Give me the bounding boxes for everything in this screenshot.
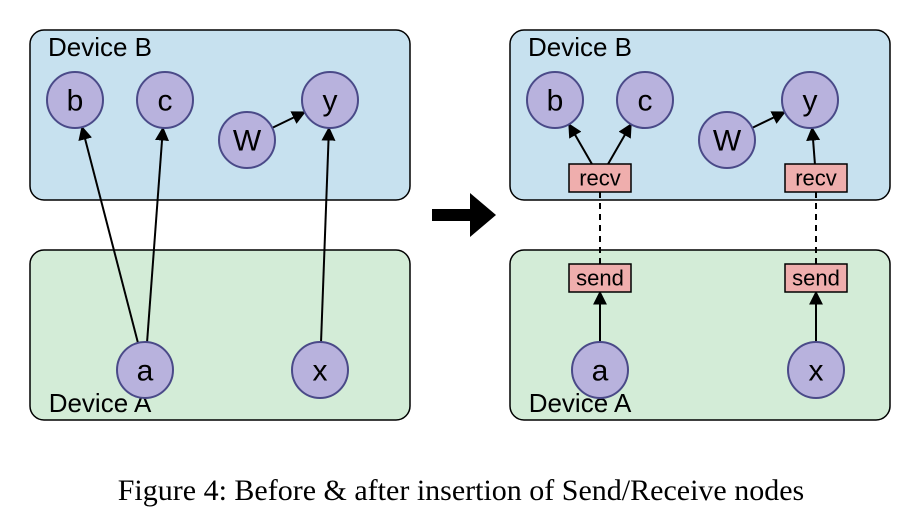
node-label-right-a: a: [592, 355, 609, 388]
node-label-left-x: x: [313, 355, 328, 388]
node-label-left-b: b: [67, 85, 84, 118]
node-label-right-W: W: [713, 125, 742, 158]
transition-arrow-head: [470, 193, 496, 237]
box-label-right-send2: send: [792, 266, 840, 291]
figure-caption: Figure 4: Before & after insertion of Se…: [118, 474, 804, 507]
box-label-right-recv1: recv: [579, 166, 621, 191]
device-label-left-B: Device B: [48, 32, 152, 62]
node-label-left-a: a: [137, 355, 154, 388]
node-label-left-c: c: [158, 85, 173, 118]
node-label-left-y: y: [323, 85, 338, 118]
node-label-right-c: c: [638, 85, 653, 118]
node-label-right-y: y: [803, 85, 818, 118]
device-label-right-B: Device B: [528, 32, 632, 62]
node-label-right-x: x: [809, 355, 824, 388]
node-label-right-b: b: [547, 85, 564, 118]
node-label-left-W: W: [233, 125, 262, 158]
box-label-right-send1: send: [576, 266, 624, 291]
box-label-right-recv2: recv: [795, 166, 837, 191]
figure-svg: Device BDevice AbcWyaxDevice BDevice Are…: [0, 0, 922, 528]
